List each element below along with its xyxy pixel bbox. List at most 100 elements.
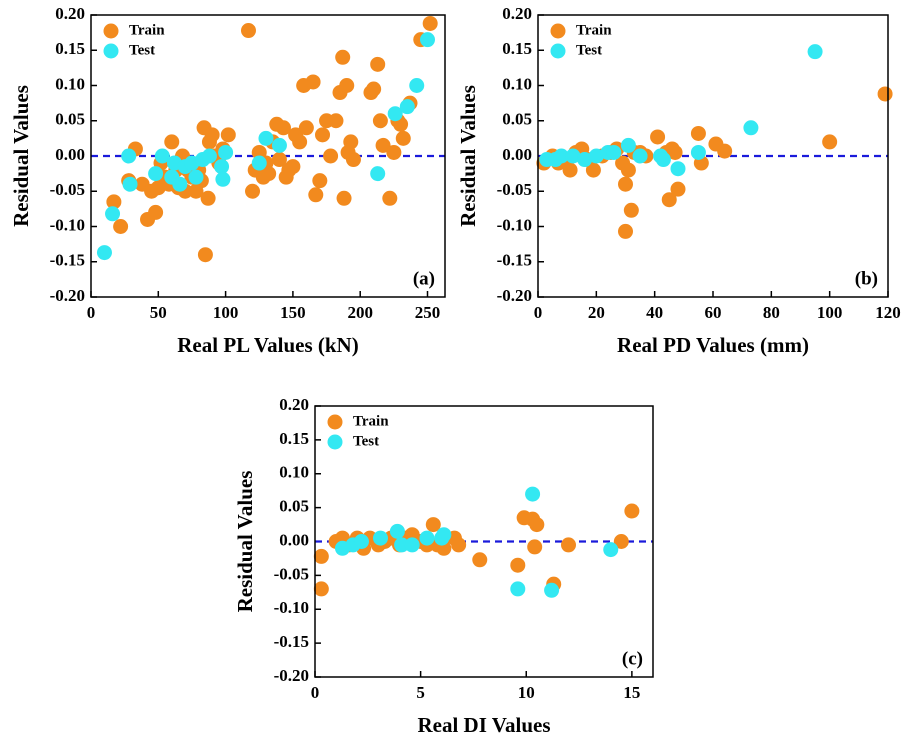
y-tick-label: -0.20: [50, 286, 85, 305]
data-point: [285, 159, 301, 175]
y-tick-label: 0.00: [502, 145, 532, 164]
x-axis-title: Real DI Values: [417, 713, 550, 737]
data-point: [370, 166, 386, 182]
y-tick-label: 0.20: [55, 4, 85, 23]
plot-frame: [314, 405, 654, 678]
data-point: [822, 134, 838, 150]
y-tick-label: 0.15: [279, 429, 309, 448]
data-point: [148, 166, 164, 182]
x-tick-label: 0: [311, 683, 320, 702]
legend-marker: [550, 23, 566, 39]
data-point: [372, 530, 388, 546]
data-point: [618, 176, 633, 192]
y-tick-label: 0.05: [55, 110, 85, 129]
data-point: [690, 125, 706, 141]
y-tick-label: 0.10: [502, 74, 532, 93]
x-tick-label: 5: [416, 683, 425, 702]
data-point: [215, 171, 231, 187]
data-point: [588, 148, 604, 164]
data-point: [375, 137, 391, 153]
y-tick-label: -0.10: [497, 215, 532, 234]
data-point: [877, 86, 893, 102]
y-tick-label: -0.20: [497, 286, 532, 305]
x-tick-label: 15: [623, 683, 640, 702]
data-point: [510, 557, 526, 573]
plot-frame: [537, 14, 889, 298]
data-point: [372, 113, 388, 129]
y-tick-label: -0.05: [50, 180, 85, 199]
data-point: [271, 152, 287, 168]
data-point: [807, 44, 823, 60]
legend-marker: [103, 43, 119, 59]
data-point: [565, 148, 581, 164]
y-tick-label: -0.15: [497, 251, 532, 270]
x-axis-title: Real PL Values (kN): [177, 333, 358, 357]
x-tick-label: 80: [763, 303, 780, 322]
x-tick-label: 120: [875, 303, 901, 322]
data-point: [251, 155, 267, 171]
data-point: [661, 192, 677, 208]
data-point: [308, 187, 324, 203]
data-point: [544, 582, 560, 598]
data-point: [650, 129, 666, 145]
data-point: [603, 542, 619, 558]
data-point: [690, 144, 706, 160]
legend-label: Train: [576, 22, 612, 38]
data-point: [336, 190, 352, 206]
data-point: [240, 23, 256, 39]
x-tick-label: 100: [817, 303, 843, 322]
y-tick-label: 0.15: [55, 39, 85, 58]
data-point: [386, 144, 402, 160]
data-point: [328, 113, 344, 129]
panel-label: (c): [622, 648, 643, 669]
panel-label: (a): [413, 268, 435, 289]
y-tick-label: -0.15: [274, 632, 309, 651]
data-point: [451, 537, 467, 553]
data-point: [218, 144, 234, 160]
y-tick-label: -0.20: [274, 666, 309, 685]
data-point: [743, 120, 759, 136]
data-point: [148, 204, 164, 220]
data-point: [561, 537, 576, 553]
y-tick-label: -0.05: [274, 564, 309, 583]
legend-marker: [550, 43, 566, 59]
y-tick-label: -0.10: [274, 598, 309, 617]
data-point: [419, 530, 435, 546]
data-point: [245, 183, 261, 199]
data-point: [394, 537, 410, 553]
data-point: [409, 78, 425, 93]
data-point: [298, 120, 314, 136]
data-point: [275, 120, 291, 136]
x-tick-label: 150: [280, 303, 306, 322]
data-point: [620, 162, 636, 178]
data-point: [164, 134, 180, 150]
x-tick-label: 40: [646, 303, 663, 322]
data-point: [305, 74, 321, 90]
legend-label: Train: [353, 413, 389, 429]
data-point: [620, 137, 636, 153]
data-point: [315, 127, 331, 143]
data-point: [472, 552, 488, 568]
data-point: [655, 152, 671, 168]
data-point: [154, 148, 170, 164]
data-point: [313, 581, 329, 597]
data-point: [188, 169, 204, 185]
data-point: [577, 152, 593, 168]
data-point: [623, 202, 639, 218]
data-point: [323, 148, 339, 164]
legend-marker: [103, 23, 119, 39]
data-point: [613, 534, 629, 549]
data-point: [404, 537, 420, 553]
data-point: [436, 527, 452, 543]
data-point: [335, 49, 351, 65]
data-point: [96, 245, 112, 261]
legend-marker: [327, 414, 343, 430]
data-point: [553, 148, 569, 164]
data-point: [670, 181, 686, 197]
legend-label: Train: [129, 22, 165, 38]
data-point: [200, 190, 216, 206]
data-point: [204, 127, 220, 143]
data-point: [585, 162, 601, 178]
y-tick-label: 0.15: [502, 39, 532, 58]
y-tick-label: 0.10: [55, 74, 85, 93]
